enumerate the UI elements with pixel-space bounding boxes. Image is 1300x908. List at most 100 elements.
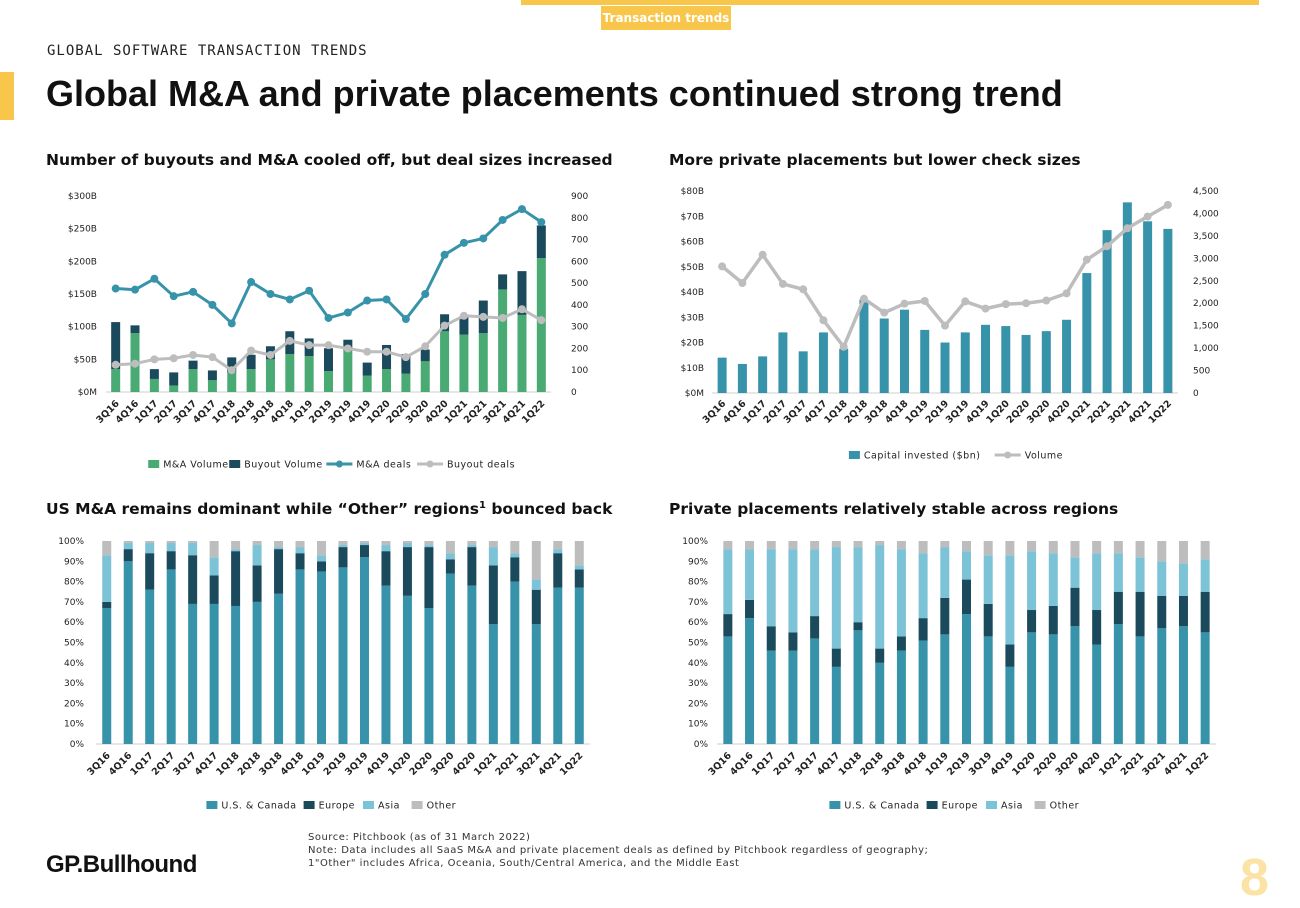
- chart1-ma-volume-bar: [285, 354, 295, 392]
- chart3-us-canada-bar: [553, 587, 563, 744]
- chart1-ma-deals-marker: [324, 313, 333, 322]
- chart1-buyout-deals-marker: [305, 341, 314, 350]
- chart1-buyout-deals-marker: [247, 346, 256, 355]
- chart4-x-tick: 1Q20: [1010, 750, 1038, 778]
- chart2-capital-bar: [1041, 331, 1051, 393]
- chart3-us-canada-bar: [231, 605, 241, 744]
- chart1-buyout-volume-bar: [498, 274, 508, 290]
- chart1-ma-volume-bar: [111, 369, 121, 392]
- chart2-volume-marker: [758, 250, 767, 259]
- chart3-y-tick: 40%: [64, 659, 84, 669]
- chart4-x-tick: 1Q18: [837, 750, 865, 778]
- chart3-europe-bar: [317, 561, 327, 572]
- chart4-other-bar: [896, 541, 906, 550]
- chart3-asia-bar: [231, 549, 241, 552]
- chart3-legend-label: U.S. & Canada: [221, 801, 296, 812]
- chart2-capital-bar: [859, 299, 869, 393]
- chart3-asia-bar: [553, 549, 563, 554]
- chart2-volume-marker: [880, 308, 889, 317]
- chart2-title: More private placements but lower check …: [669, 151, 1081, 169]
- chart2-capital-bar: [940, 342, 950, 393]
- chart1-buyout-volume-bar: [401, 354, 411, 374]
- chart1-buyout-volume-bar: [207, 370, 217, 381]
- chart2-capital-bar: [737, 363, 747, 393]
- chart1-ma-deals-marker: [131, 285, 140, 294]
- chart1-buyout-volume-bar: [169, 372, 179, 386]
- chart3-us-canada-bar: [402, 595, 412, 744]
- chart4-other-bar: [1113, 541, 1123, 554]
- chart3-x-tick: 1Q18: [214, 750, 242, 778]
- chart1-ma-volume-bar: [440, 331, 450, 392]
- chart4-europe-bar: [1048, 605, 1058, 635]
- chart4-asia-bar: [962, 551, 971, 580]
- chart2-capital-bar: [778, 332, 788, 393]
- chart2-capital-bar: [1163, 228, 1173, 393]
- chart3-us-canada-bar: [488, 624, 498, 744]
- chart2-y-right-tick: 1,000: [1193, 344, 1219, 354]
- chart1-ma-deals-marker: [479, 234, 488, 243]
- chart1-ma-deals-marker: [227, 319, 236, 328]
- chart4-x-tick: 2Q18: [858, 750, 886, 778]
- chart4-other-bar: [745, 541, 755, 550]
- chart4-asia-bar: [875, 545, 885, 649]
- chart3-other-bar: [295, 541, 305, 548]
- chart4-asia-bar: [1200, 559, 1210, 592]
- chart4-x-tick: 3Q16: [706, 750, 734, 778]
- chart4-europe-bar: [1070, 587, 1080, 627]
- chart3-us-canada-bar: [531, 624, 541, 744]
- chart1-ma-volume-bar: [265, 359, 275, 392]
- chart1-buyout-deals-marker: [440, 321, 449, 330]
- chart3-other-bar: [188, 541, 198, 544]
- page-title: Global M&A and private placements contin…: [46, 73, 1063, 114]
- chart1-y-left-tick: $50B: [74, 355, 97, 365]
- chart3-y-tick: 20%: [64, 699, 84, 709]
- chart4-y-tick: 80%: [688, 578, 708, 588]
- chart3-europe-bar: [445, 559, 455, 574]
- chart3-x-tick: 1Q19: [300, 750, 328, 778]
- chart3-asia-bar: [252, 545, 262, 566]
- chart1-buyout-volume-bar: [362, 362, 372, 376]
- chart3-y-tick: 100%: [58, 537, 84, 547]
- chart1-ma-deals-marker: [285, 295, 294, 304]
- chart3-asia-bar: [574, 565, 584, 570]
- chart4-other-bar: [1200, 541, 1210, 560]
- chart4-us-canada-bar: [1135, 636, 1145, 744]
- chart1-buyout-volume-bar: [188, 360, 198, 370]
- chart3-us-canada-bar: [317, 571, 327, 744]
- chart4-asia-bar: [766, 549, 776, 627]
- chart1-buyout-deals-marker: [498, 313, 507, 322]
- chart3-us-canada-bar: [359, 557, 369, 744]
- chart3-other-bar: [574, 541, 584, 566]
- chart1-ma-volume-bar: [227, 372, 237, 392]
- footer-source: Source: Pitchbook (as of 31 March 2022): [308, 832, 531, 843]
- chart4-us-canada-bar: [1005, 666, 1015, 744]
- chart2-capital-bar: [1062, 319, 1072, 393]
- chart1-ma-deals-marker: [208, 300, 217, 309]
- chart3-us-canada-bar: [102, 607, 112, 744]
- chart4-us-canada-bar: [745, 618, 755, 744]
- chart3-x-tick: 2Q18: [236, 750, 264, 778]
- chart1-buyout-volume-bar: [459, 316, 469, 335]
- chart1-ma-volume-bar: [343, 349, 353, 392]
- chart4-us-canada-bar: [766, 650, 776, 744]
- chart1-ma-deals-marker: [382, 295, 391, 304]
- chart4-legend-label: Other: [1050, 801, 1079, 812]
- chart4-x-tick: 4Q17: [815, 750, 843, 778]
- chart3-asia-bar: [123, 543, 133, 550]
- chart3-us-canada-bar: [424, 607, 434, 744]
- chart2-capital-bar: [839, 348, 849, 393]
- chart4-y-tick: 10%: [688, 720, 708, 730]
- chart1-ma-deals-marker: [150, 274, 159, 283]
- chart3-y-tick: 0%: [70, 740, 85, 750]
- chart4-x-tick: 2Q21: [1119, 750, 1147, 778]
- chart2-legend-swatch: [848, 451, 860, 459]
- chart1-y-right-tick: 100: [571, 366, 588, 376]
- chart3-other-bar: [553, 541, 563, 550]
- chart4-europe-bar: [723, 614, 733, 637]
- chart2-volume-marker: [1163, 200, 1172, 209]
- chart3-asia-bar: [338, 545, 348, 548]
- chart4-asia-bar: [1048, 553, 1058, 606]
- chart3-x-tick: 1Q20: [386, 750, 414, 778]
- chart4-asia-bar: [1113, 553, 1123, 592]
